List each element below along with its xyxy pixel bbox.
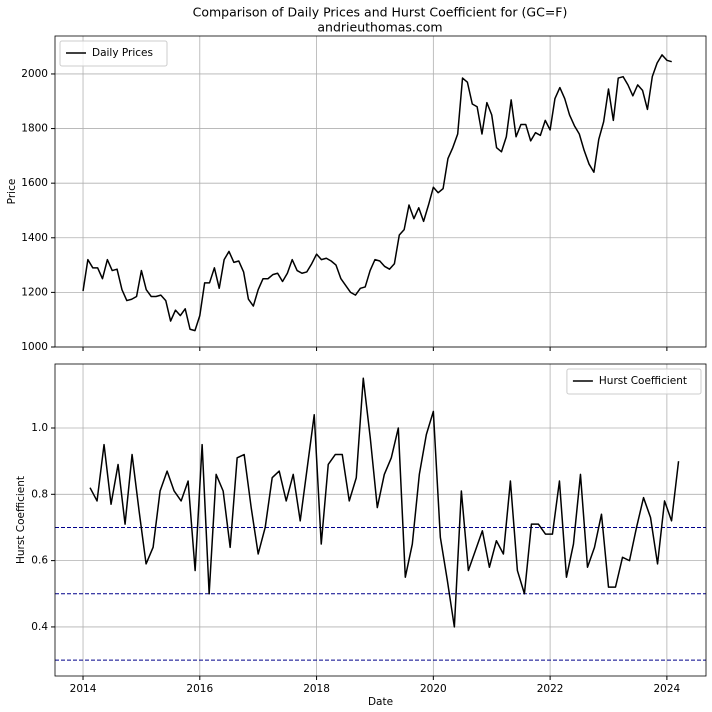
legend-label: Daily Prices — [92, 47, 153, 59]
y-tick-label: 1200 — [21, 286, 48, 298]
y-tick-label: 1000 — [21, 341, 48, 353]
chart-subtitle: andrieuthomas.com — [317, 20, 442, 35]
y-axis-label: Price — [6, 179, 18, 205]
y-tick-label: 1.0 — [31, 422, 48, 434]
x-tick-label: 2022 — [537, 683, 564, 695]
y-tick-label: 1400 — [21, 232, 48, 244]
x-tick-label: 2014 — [70, 683, 97, 695]
chart-title: Comparison of Daily Prices and Hurst Coe… — [193, 5, 568, 20]
x-tick-label: 2018 — [303, 683, 330, 695]
legend-label: Hurst Coefficient — [599, 375, 687, 387]
x-tick-label: 2016 — [186, 683, 213, 695]
legend: Daily Prices — [59, 40, 168, 67]
legend-box — [566, 368, 702, 395]
y-tick-label: 1800 — [21, 123, 48, 135]
x-tick-label: 2020 — [420, 683, 447, 695]
y-tick-label: 0.6 — [31, 555, 48, 567]
y-tick-label: 0.4 — [31, 621, 48, 633]
data-line — [82, 54, 672, 332]
axes-frame — [54, 35, 707, 348]
x-tick-label: 2024 — [654, 683, 681, 695]
legend-box — [59, 40, 168, 67]
x-axis-label: Date — [368, 696, 393, 708]
legend: Hurst Coefficient — [566, 368, 702, 395]
data-line — [89, 377, 680, 628]
axes-frame — [54, 363, 707, 677]
y-tick-label: 0.8 — [31, 488, 48, 500]
y-tick-label: 2000 — [21, 68, 48, 80]
y-axis-label: Hurst Coefficient — [15, 476, 27, 564]
y-tick-label: 1600 — [21, 177, 48, 189]
